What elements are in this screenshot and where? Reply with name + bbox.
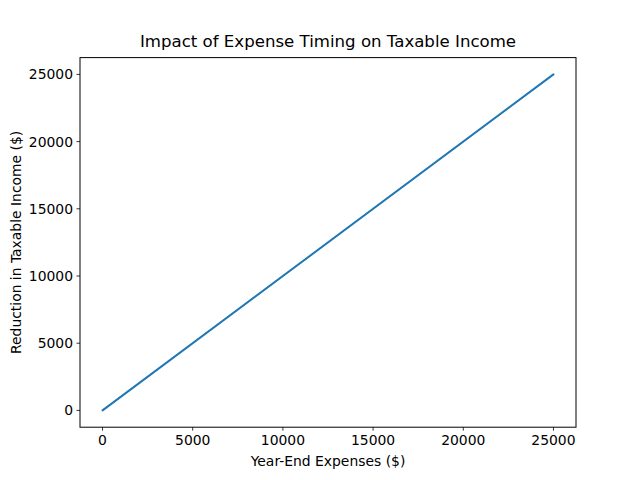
x-tick-label: 25000 bbox=[531, 432, 575, 448]
x-tick-label: 10000 bbox=[261, 432, 305, 448]
y-tick-label: 15000 bbox=[29, 201, 73, 217]
figure: 0 5000 10000 15000 20000 25000 0 5000 10000 15000… bbox=[0, 0, 640, 480]
chart-canvas: 0 5000 10000 15000 20000 25000 0 5000 10000 15000… bbox=[0, 0, 640, 480]
x-tick-label: 15000 bbox=[351, 432, 395, 448]
x-tick-label: 0 bbox=[98, 432, 107, 448]
y-tick-label: 0 bbox=[64, 402, 73, 418]
x-axis-label: Year-End Expenses ($) bbox=[250, 453, 406, 469]
data-line bbox=[103, 74, 554, 410]
y-tick-label: 20000 bbox=[29, 134, 73, 150]
y-axis-label: Reduction in Taxable Income ($) bbox=[8, 131, 24, 354]
chart-title: Impact of Expense Timing on Taxable Inco… bbox=[140, 32, 516, 51]
y-tick-label: 10000 bbox=[29, 268, 73, 284]
plot-area: 0 5000 10000 15000 20000 25000 0 5000 10000 15000… bbox=[29, 58, 576, 449]
y-tick-label: 5000 bbox=[38, 335, 73, 351]
y-tick-label: 25000 bbox=[29, 66, 73, 82]
x-tick-label: 5000 bbox=[175, 432, 210, 448]
x-tick-label: 20000 bbox=[441, 432, 485, 448]
